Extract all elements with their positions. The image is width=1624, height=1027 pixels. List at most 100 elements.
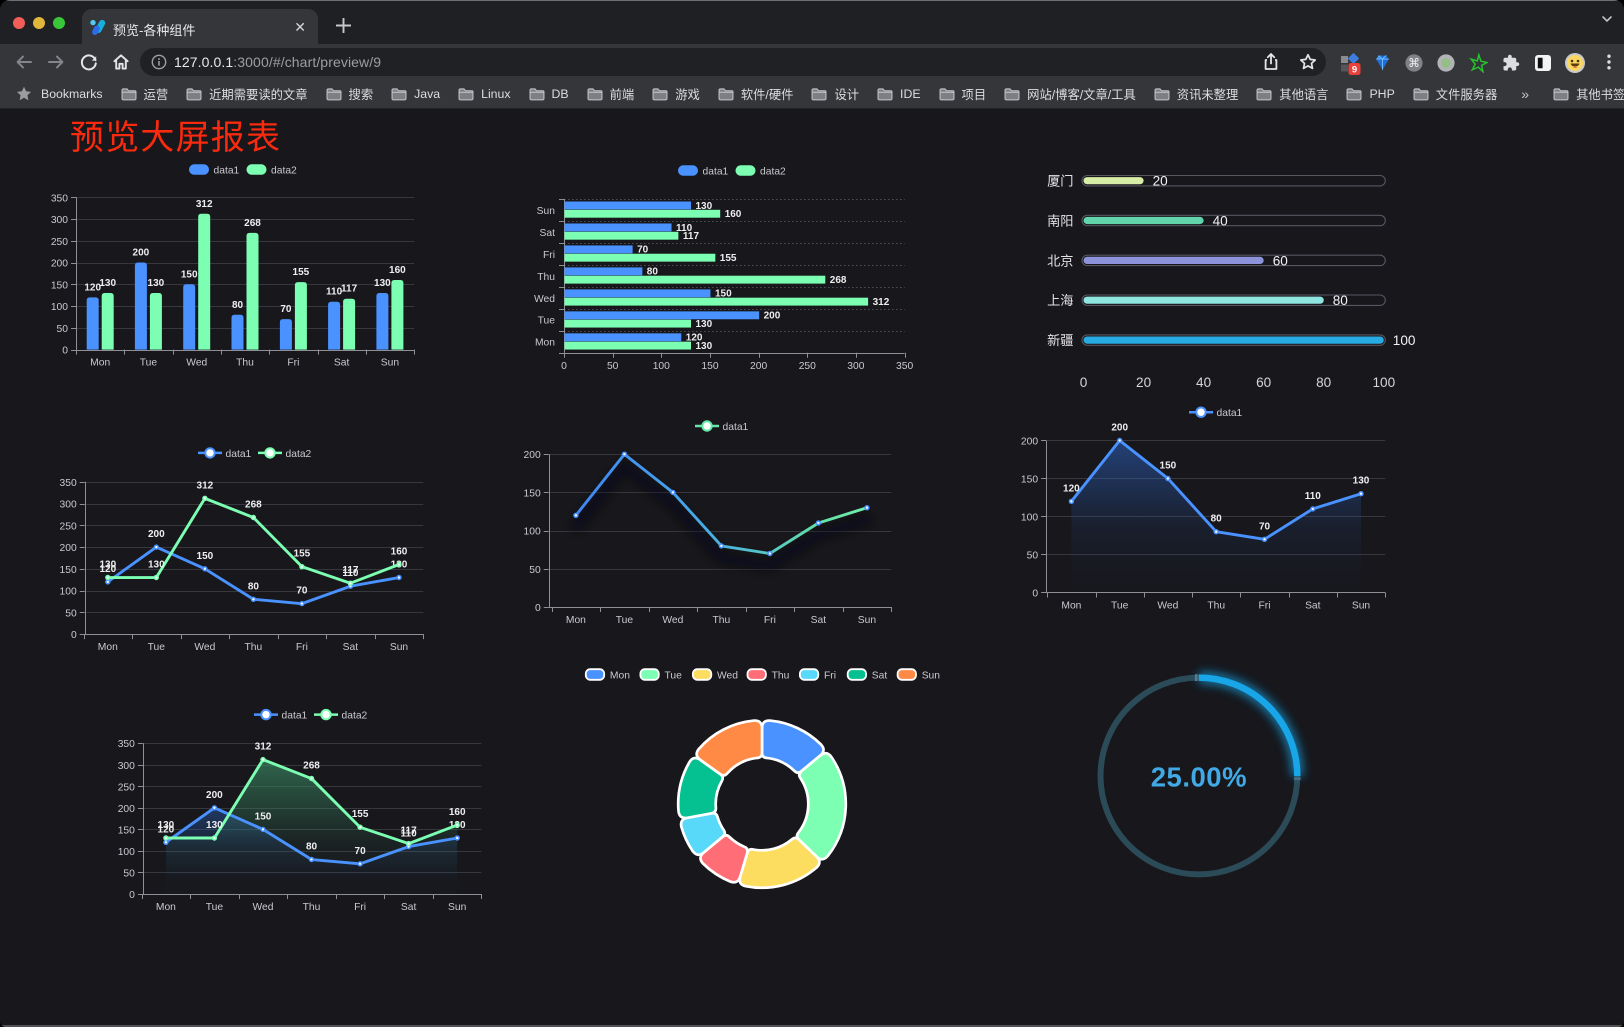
svg-text:Sun: Sun — [1352, 601, 1371, 612]
svg-text:130: 130 — [99, 560, 116, 571]
svg-text:130: 130 — [374, 278, 391, 289]
svg-text:Sun: Sun — [858, 615, 877, 626]
svg-text:data2: data2 — [760, 167, 786, 178]
svg-text:117: 117 — [683, 231, 700, 242]
svg-text:160: 160 — [391, 547, 408, 558]
svg-text:⌘: ⌘ — [1408, 56, 1420, 70]
svg-text:268: 268 — [830, 275, 847, 286]
svg-text:350: 350 — [118, 739, 135, 750]
svg-text:Sat: Sat — [343, 642, 359, 653]
svg-text:Fri: Fri — [824, 671, 836, 682]
svg-text:130: 130 — [696, 319, 713, 330]
svg-text:100: 100 — [653, 361, 670, 372]
svg-text:data1: data1 — [214, 166, 240, 177]
svg-text:155: 155 — [294, 549, 311, 560]
svg-text:130: 130 — [696, 201, 713, 212]
svg-text:300: 300 — [60, 500, 77, 511]
svg-text:120: 120 — [686, 333, 703, 344]
svg-text:新疆: 新疆 — [1047, 333, 1073, 348]
svg-text:200: 200 — [750, 361, 767, 372]
svg-text:50: 50 — [1027, 551, 1039, 562]
svg-text:80: 80 — [306, 842, 318, 853]
svg-text:150: 150 — [255, 811, 272, 822]
svg-text:130: 130 — [206, 820, 223, 831]
svg-text:100: 100 — [118, 847, 135, 858]
svg-text:110: 110 — [1305, 491, 1322, 502]
svg-text:80: 80 — [248, 581, 260, 592]
svg-text:150: 150 — [118, 825, 135, 836]
svg-text:Thu: Thu — [713, 615, 731, 626]
svg-text:80: 80 — [647, 267, 659, 278]
svg-text:Sat: Sat — [540, 228, 556, 239]
svg-text:117: 117 — [401, 826, 418, 837]
svg-text:117: 117 — [342, 565, 359, 576]
svg-text:70: 70 — [355, 846, 367, 857]
svg-text:0: 0 — [71, 630, 77, 641]
svg-text:50: 50 — [607, 361, 619, 372]
svg-text:0: 0 — [1080, 375, 1088, 390]
svg-text:160: 160 — [725, 209, 742, 220]
svg-text:Mon: Mon — [156, 902, 176, 913]
svg-text:40: 40 — [1213, 214, 1229, 229]
svg-text:312: 312 — [197, 480, 214, 491]
svg-text:130: 130 — [99, 278, 116, 289]
svg-text:Mon: Mon — [98, 642, 118, 653]
svg-text:Thu: Thu — [537, 272, 555, 283]
svg-text:350: 350 — [51, 193, 68, 204]
svg-text:Wed: Wed — [662, 615, 683, 626]
svg-text:155: 155 — [352, 809, 369, 820]
svg-text:Sat: Sat — [1305, 601, 1321, 612]
svg-text:250: 250 — [60, 521, 77, 532]
svg-text:200: 200 — [148, 529, 165, 540]
svg-text:Sat: Sat — [811, 615, 827, 626]
svg-text:Sat: Sat — [334, 358, 350, 369]
svg-text:Sun: Sun — [381, 358, 400, 369]
svg-text:北京: 北京 — [1047, 253, 1073, 268]
svg-text:Fri: Fri — [543, 250, 555, 261]
svg-text:100: 100 — [1021, 513, 1038, 524]
svg-text:150: 150 — [1021, 475, 1038, 486]
svg-text:Thu: Thu — [245, 642, 263, 653]
svg-text:200: 200 — [60, 543, 77, 554]
svg-text:0: 0 — [129, 890, 135, 901]
svg-text:Mon: Mon — [90, 358, 110, 369]
svg-text:80: 80 — [1211, 514, 1223, 525]
svg-text:Sat: Sat — [872, 671, 888, 682]
svg-text:70: 70 — [296, 586, 308, 597]
svg-text:312: 312 — [255, 742, 272, 753]
svg-text:110: 110 — [401, 829, 418, 840]
svg-text:40: 40 — [1196, 375, 1212, 390]
svg-text:150: 150 — [1160, 461, 1177, 472]
svg-text:150: 150 — [715, 289, 732, 300]
svg-text:268: 268 — [303, 761, 320, 772]
svg-text:Sun: Sun — [922, 671, 941, 682]
svg-text:Fri: Fri — [296, 642, 308, 653]
svg-text:155: 155 — [293, 267, 310, 278]
svg-text:200: 200 — [1021, 437, 1038, 448]
svg-text:60: 60 — [1273, 253, 1289, 268]
svg-text:Tue: Tue — [140, 358, 158, 369]
svg-text:100: 100 — [1393, 333, 1416, 348]
svg-text:9: 9 — [1352, 65, 1357, 75]
svg-text:110: 110 — [342, 568, 359, 579]
svg-text:0: 0 — [535, 603, 541, 614]
svg-text:110: 110 — [326, 287, 343, 298]
svg-text:data1: data1 — [723, 422, 749, 433]
svg-text:25.00%: 25.00% — [1151, 762, 1247, 793]
svg-text:250: 250 — [799, 361, 816, 372]
svg-text:300: 300 — [51, 215, 68, 226]
svg-text:Fri: Fri — [354, 902, 366, 913]
svg-text:Mon: Mon — [535, 338, 555, 349]
svg-text:50: 50 — [65, 608, 77, 619]
svg-text:117: 117 — [341, 284, 358, 295]
svg-text:350: 350 — [896, 361, 913, 372]
svg-text:100: 100 — [524, 527, 541, 538]
svg-text:200: 200 — [133, 248, 150, 259]
svg-text:Thu: Thu — [772, 671, 790, 682]
svg-text:60: 60 — [1256, 375, 1272, 390]
svg-text:80: 80 — [1333, 293, 1349, 308]
svg-text:300: 300 — [847, 361, 864, 372]
svg-text:120: 120 — [84, 282, 101, 293]
svg-text:130: 130 — [148, 560, 165, 571]
svg-text:Thu: Thu — [303, 902, 321, 913]
